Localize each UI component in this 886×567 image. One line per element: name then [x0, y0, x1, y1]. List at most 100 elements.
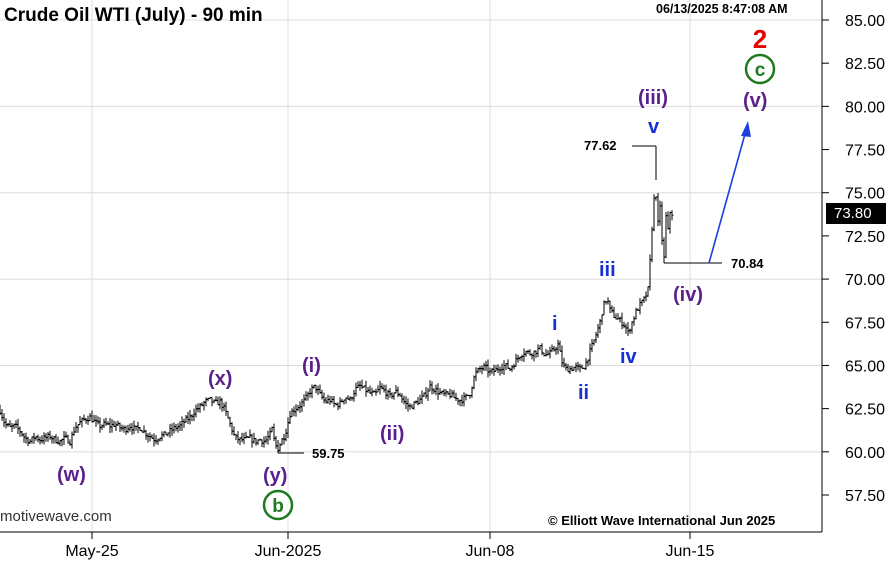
ohlc-bar	[356, 381, 360, 389]
y-tick-label: 72.50	[845, 229, 885, 246]
ohlc-bars	[0, 192, 674, 452]
ohlc-bar	[616, 313, 620, 320]
ohlc-bar	[416, 397, 420, 406]
ohlc-bar	[628, 328, 632, 334]
ohlc-bar	[574, 362, 578, 373]
ohlc-bar	[554, 346, 558, 355]
ohlc-bar	[118, 422, 122, 432]
ohlc-bar	[384, 384, 388, 400]
ohlc-bar	[184, 415, 188, 423]
ohlc-bar	[284, 428, 288, 442]
ohlc-bar	[444, 389, 448, 397]
ohlc-bar	[48, 430, 52, 440]
ohlc-bar	[222, 402, 226, 411]
ohlc-bar	[562, 357, 566, 368]
y-tick-label: 82.50	[845, 56, 885, 73]
ohlc-bar	[610, 305, 614, 313]
ohlc-bar	[72, 426, 76, 436]
ohlc-bar	[236, 431, 240, 444]
ohlc-bar	[534, 350, 538, 358]
ohlc-bar	[178, 421, 182, 432]
ohlc-bar	[20, 430, 24, 437]
ohlc-bar	[424, 387, 428, 399]
ohlc-bar	[594, 331, 598, 343]
ohlc-bar	[8, 420, 12, 427]
ohlc-bar	[430, 381, 434, 395]
ohlc-bar	[652, 194, 656, 232]
ohlc-bar	[532, 350, 536, 362]
x-tick-label: Jun-08	[466, 543, 515, 560]
wave-label-ii: ii	[578, 382, 589, 404]
ohlc-bar	[412, 401, 416, 410]
ohlc-bar	[114, 421, 118, 432]
ohlc-bar	[638, 298, 642, 315]
ohlc-bar	[646, 286, 650, 297]
ohlc-bar	[144, 429, 148, 440]
ohlc-bar	[568, 365, 572, 375]
chart-title: Crude Oil WTI (July) - 90 min	[4, 5, 263, 26]
high-77-62-marker: 77.62	[584, 138, 657, 180]
ohlc-bar	[522, 348, 526, 362]
wave-label-iv-paren: (iv)	[673, 284, 703, 306]
ohlc-bar	[274, 436, 278, 449]
ohlc-bar	[234, 433, 238, 441]
ohlc-bar	[452, 390, 456, 399]
ohlc-bar	[658, 200, 662, 226]
ohlc-bar	[316, 385, 320, 395]
ohlc-bar	[408, 403, 412, 410]
ohlc-bar	[426, 387, 430, 401]
ohlc-bar	[434, 384, 438, 396]
ohlc-bar	[130, 422, 134, 435]
ohlc-bar	[98, 417, 102, 433]
ohlc-bar	[480, 365, 484, 375]
ohlc-bar	[352, 389, 356, 402]
ohlc-bar	[442, 388, 446, 397]
ohlc-bar	[602, 300, 606, 316]
ohlc-bar	[122, 425, 126, 433]
wave-label-c: c	[755, 60, 766, 81]
ohlc-bar	[494, 365, 498, 372]
ohlc-bar	[238, 437, 242, 446]
ohlc-bar	[186, 411, 190, 424]
ohlc-bar	[108, 417, 112, 434]
x-tick-label: Jun-2025	[255, 543, 322, 560]
ohlc-bar	[88, 412, 92, 422]
ohlc-bar	[182, 418, 186, 428]
wave-label-y: (y)	[263, 465, 287, 487]
ohlc-bar	[26, 436, 30, 447]
ohlc-bar	[192, 408, 196, 422]
ohlc-bar	[92, 414, 96, 423]
ohlc-bar	[388, 388, 392, 398]
ohlc-bar	[76, 424, 80, 433]
ohlc-bar	[590, 338, 594, 353]
ohlc-bar	[314, 384, 318, 394]
ohlc-bar	[364, 380, 368, 397]
ohlc-bar	[176, 423, 180, 433]
ohlc-bar	[404, 396, 408, 410]
ohlc-bar	[428, 380, 432, 392]
ohlc-bar	[216, 396, 220, 406]
ohlc-bar	[530, 353, 534, 360]
ohlc-bar	[36, 434, 40, 443]
ohlc-bar	[588, 343, 592, 366]
ohlc-bar	[584, 358, 588, 370]
wave-label-w: (w)	[57, 464, 86, 486]
ohlc-bar	[320, 389, 324, 400]
ohlc-bar	[82, 414, 86, 421]
ohlc-bar	[218, 396, 222, 410]
x-tick-label: May-25	[65, 543, 118, 560]
ohlc-bar	[306, 391, 310, 401]
ohlc-bar	[146, 432, 150, 443]
label-59-75: 59.75	[312, 446, 345, 461]
ohlc-bar	[220, 397, 224, 412]
ohlc-bar	[90, 410, 94, 423]
ohlc-bar	[620, 312, 624, 330]
ohlc-bar	[478, 366, 482, 373]
ohlc-bar	[438, 388, 442, 395]
ohlc-bar	[324, 397, 328, 404]
ohlc-bar	[510, 365, 514, 372]
label-70-84: 70.84	[731, 256, 764, 271]
y-tick-label: 70.00	[845, 272, 885, 289]
